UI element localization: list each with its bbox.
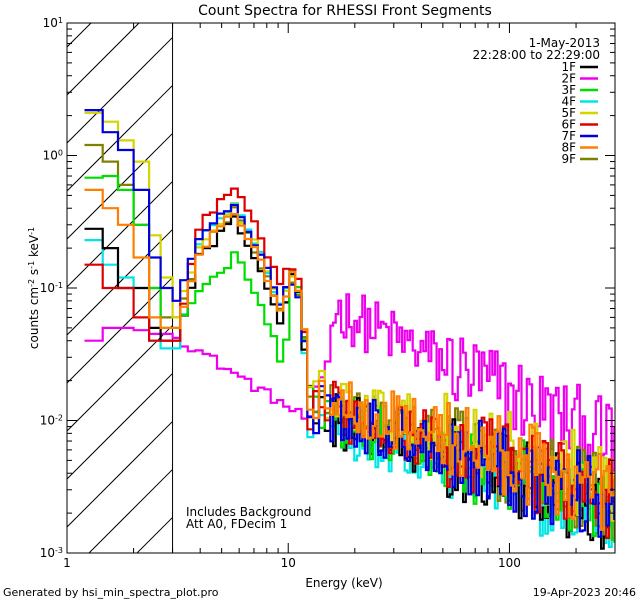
timestamp-label: 19-Apr-2023 20:46 bbox=[533, 586, 636, 599]
series-line-8F bbox=[84, 188, 615, 531]
legend-label-5F: 5F bbox=[561, 106, 576, 120]
hatch-line bbox=[136, 517, 173, 553]
annotation-background: Includes Background bbox=[186, 505, 311, 519]
legend-label-9F: 9F bbox=[561, 152, 576, 166]
attenuator-hatch-region bbox=[67, 23, 173, 553]
legend-label-6F: 6F bbox=[561, 118, 576, 132]
hatch-line bbox=[88, 469, 173, 553]
y-tick-label: 101 bbox=[43, 16, 63, 31]
legend-label-1F: 1F bbox=[561, 60, 576, 74]
legend-label-4F: 4F bbox=[561, 95, 576, 109]
annotation-attenuator: Att A0, FDecim 1 bbox=[186, 517, 287, 531]
generated-by-label: Generated by hsi_min_spectra_plot.pro bbox=[3, 586, 219, 599]
hatch-line bbox=[67, 133, 173, 240]
hatch-line bbox=[67, 229, 173, 336]
hatch-line bbox=[67, 325, 173, 432]
hatch-line bbox=[67, 181, 173, 288]
y-axis-label: counts cm-2 s-1 keV-1 bbox=[27, 227, 42, 349]
x-tick-label: 1 bbox=[63, 556, 71, 570]
y-tick-label: 100 bbox=[43, 148, 63, 163]
series-line-6F bbox=[84, 187, 615, 539]
chart-title: Count Spectra for RHESSI Front Segments bbox=[198, 3, 492, 19]
series-layer bbox=[84, 109, 615, 550]
y-tick-label: 10-3 bbox=[40, 546, 63, 561]
legend-label-3F: 3F bbox=[561, 83, 576, 97]
date-label: 1-May-2013 bbox=[529, 36, 600, 50]
axis-ticks bbox=[66, 22, 616, 554]
hatch-line bbox=[67, 373, 173, 480]
legend-label-2F: 2F bbox=[561, 72, 576, 86]
hatch-line bbox=[67, 37, 173, 144]
series-line-2F bbox=[84, 293, 615, 473]
axis-tick-labels: 1 10 100 101 100 10-1 10-2 10-3 bbox=[40, 16, 521, 571]
time-range-label: 22:28:00 to 22:29:00 bbox=[473, 48, 600, 62]
hatch-line bbox=[67, 23, 92, 48]
y-tick-label: 10-2 bbox=[40, 413, 63, 428]
hatch-line bbox=[67, 23, 140, 96]
x-axis-label: Energy (keV) bbox=[305, 576, 382, 590]
legend-label-8F: 8F bbox=[561, 141, 576, 155]
hatch-line bbox=[67, 421, 173, 528]
hatch-line bbox=[67, 277, 173, 384]
x-tick-label: 100 bbox=[498, 556, 521, 570]
y-tick-label: 10-1 bbox=[40, 281, 63, 296]
hatch-line bbox=[67, 85, 173, 192]
legend-label-7F: 7F bbox=[561, 129, 576, 143]
x-tick-label: 10 bbox=[281, 556, 296, 570]
